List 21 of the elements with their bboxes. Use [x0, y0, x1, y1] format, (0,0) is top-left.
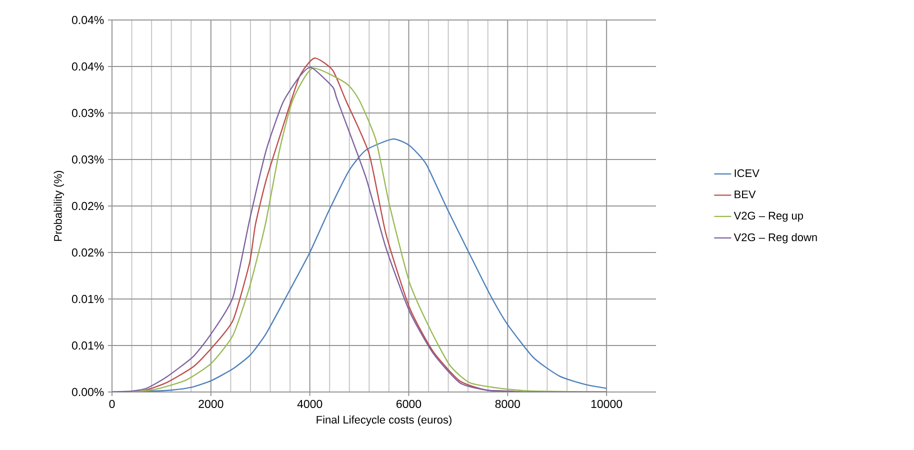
x-tick-label: 2000	[198, 400, 224, 408]
legend-label: ICEV	[734, 169, 760, 178]
legend-label: V2G – Reg up	[734, 212, 804, 222]
x-tick-label: 0	[109, 400, 115, 408]
y-tick-label: 0.02%	[72, 202, 104, 210]
legend-label: V2G – Reg down	[734, 233, 817, 244]
legend-label: BEV	[734, 190, 756, 198]
x-tick-label: 6000	[396, 400, 422, 408]
x-tick-label: 10000	[591, 400, 622, 408]
y-tick-label: 0.00%	[72, 388, 104, 396]
y-axis-title: Probability (%)	[54, 170, 64, 241]
y-tick-label: 0.04%	[72, 62, 104, 71]
y-tick-label: 0.04%	[72, 16, 104, 24]
y-tick-label: 0.01%	[72, 341, 104, 350]
x-axis-title: Final Lifecycle costs (euros)	[316, 416, 452, 426]
x-tick-label: 8000	[495, 400, 520, 408]
y-tick-label: 0.02%	[72, 248, 104, 257]
y-tick-label: 0.03%	[72, 155, 104, 164]
y-tick-label: 0.01%	[72, 294, 104, 304]
y-tick-label: 0.03%	[72, 108, 104, 118]
x-tick-label: 4000	[297, 400, 322, 408]
